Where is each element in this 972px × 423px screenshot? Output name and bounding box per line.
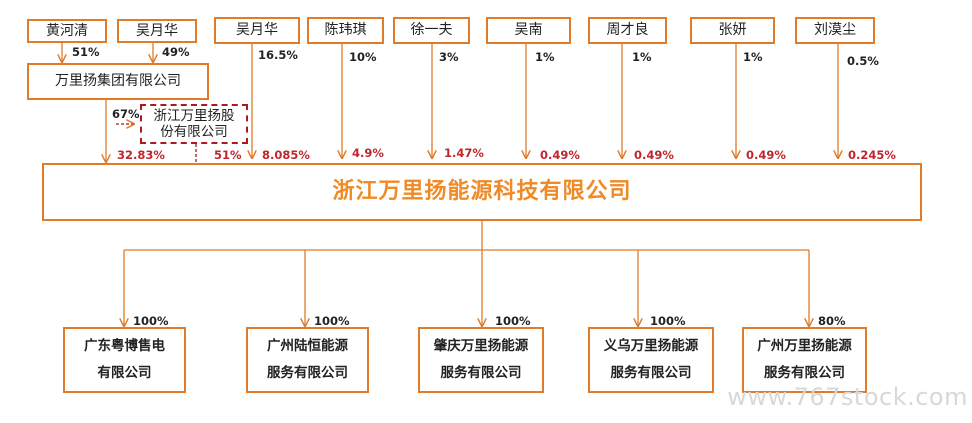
pct-liumc-direct: 0.5%	[847, 54, 879, 68]
shareholder-name: 徐一夫	[410, 22, 453, 39]
subsidiary-name-line1: 肇庆万里扬能源	[433, 338, 529, 354]
shareholder-name: 张妍	[718, 22, 747, 39]
subsidiary-name-line2: 服务有限公司	[764, 365, 845, 381]
group-company-box: 万里扬集团有限公司	[27, 63, 209, 100]
shareholder-name: 吴南	[514, 22, 543, 39]
eff-gufen: 51%	[214, 148, 242, 162]
eff-group: 32.83%	[117, 148, 165, 162]
pct-huanghq-group: 51%	[72, 45, 100, 59]
subsidiary-box-luheng: 广州陆恒能源 服务有限公司	[246, 327, 369, 393]
shareholder-box-zhoucl: 周才良	[588, 17, 667, 44]
pct-zhoucl-direct: 1%	[632, 50, 652, 64]
pct-wuyh2-direct: 16.5%	[258, 48, 298, 62]
shareholder-box-zhangyan: 张妍	[690, 17, 775, 44]
pct-zhangyan-direct: 1%	[743, 50, 763, 64]
shareholder-box-huanghq: 黄河清	[27, 19, 107, 43]
pct-group-gufen: 67%	[112, 107, 140, 121]
shareholder-box-wuyh-2: 吴月华	[214, 17, 300, 44]
shareholder-box-wuyh: 吴月华	[117, 19, 197, 43]
shareholder-name: 刘漠尘	[814, 22, 856, 39]
subsidiary-name-line1: 广州陆恒能源	[267, 338, 348, 354]
group-company-name: 万里扬集团有限公司	[55, 73, 181, 90]
pct-sub4: 100%	[650, 314, 686, 328]
eff-wunan: 0.49%	[540, 148, 580, 162]
subsidiary-name-line2: 服务有限公司	[440, 365, 522, 381]
pct-sub5: 80%	[818, 314, 846, 328]
gufen-company-box: 浙江万里扬股 份有限公司	[140, 104, 248, 144]
main-company-box: 浙江万里扬能源科技有限公司	[42, 163, 922, 221]
pct-xuyf-direct: 3%	[439, 50, 459, 64]
eff-zhangyan: 0.49%	[746, 148, 786, 162]
gufen-name-line1: 浙江万里扬股	[153, 107, 235, 124]
eff-xuyf: 1.47%	[444, 146, 484, 160]
subsidiary-name-line1: 广州万里扬能源	[757, 338, 852, 354]
shareholder-name: 黄河清	[46, 22, 88, 39]
pct-chenwq-direct: 10%	[349, 50, 377, 64]
shareholder-name: 周才良	[606, 22, 649, 39]
eff-wuyh2: 8.085%	[262, 148, 310, 162]
watermark: www.767stock.com	[727, 383, 968, 411]
subsidiary-name-line2: 有限公司	[97, 365, 152, 381]
pct-wuyh-group: 49%	[162, 45, 190, 59]
subsidiary-box-yuebo: 广东粤博售电 有限公司	[63, 327, 186, 393]
eff-liumc: 0.245%	[848, 148, 896, 162]
shareholder-name: 吴月华	[236, 22, 278, 39]
shareholder-box-chenwq: 陈玮琪	[307, 17, 384, 44]
main-company-name: 浙江万里扬能源科技有限公司	[332, 178, 632, 204]
shareholder-box-liumc: 刘漠尘	[795, 17, 875, 44]
shareholder-name: 陈玮琪	[324, 22, 367, 39]
subsidiary-box-yiwu: 义乌万里扬能源 服务有限公司	[588, 327, 714, 393]
pct-sub1: 100%	[133, 314, 169, 328]
subsidiary-name-line1: 广东粤博售电	[84, 338, 165, 354]
subsidiary-box-zhaoqing: 肇庆万里扬能源 服务有限公司	[418, 327, 544, 393]
subsidiary-name-line2: 服务有限公司	[610, 365, 692, 381]
shareholder-box-xuyf: 徐一夫	[393, 17, 470, 44]
shareholder-box-wunan: 吴南	[486, 17, 571, 44]
subsidiary-box-guangzhou: 广州万里扬能源 服务有限公司	[742, 327, 867, 393]
pct-wunan-direct: 1%	[535, 50, 555, 64]
pct-sub2: 100%	[314, 314, 350, 328]
subsidiary-name-line2: 服务有限公司	[267, 365, 348, 381]
eff-zhoucl: 0.49%	[634, 148, 674, 162]
eff-chenwq: 4.9%	[352, 146, 384, 160]
subsidiary-name-line1: 义乌万里扬能源	[603, 338, 699, 354]
gufen-name-line2: 份有限公司	[160, 124, 228, 140]
pct-sub3: 100%	[495, 314, 531, 328]
shareholder-name: 吴月华	[136, 22, 178, 39]
